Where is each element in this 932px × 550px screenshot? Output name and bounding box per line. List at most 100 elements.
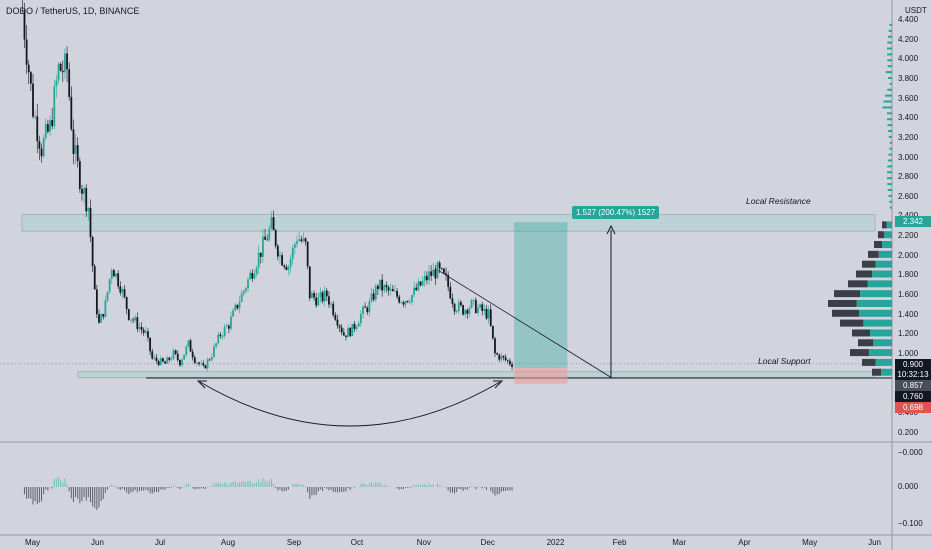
volume-profile-bar xyxy=(882,106,892,109)
price-tick-label: 3.800 xyxy=(898,73,919,83)
candle-body xyxy=(281,255,283,266)
time-tick-label: Sep xyxy=(286,538,302,547)
candle-body xyxy=(372,293,375,300)
candle-body xyxy=(187,340,190,347)
candle-body xyxy=(474,299,477,313)
candle-body xyxy=(509,360,511,365)
volume-profile-bar xyxy=(870,329,892,337)
candle-body xyxy=(279,255,281,257)
candle-body xyxy=(311,293,313,299)
candle-body xyxy=(457,302,460,312)
candle-body xyxy=(351,323,354,336)
candle-body xyxy=(217,334,220,344)
candle-body xyxy=(383,285,386,291)
volume-profile-bar xyxy=(882,221,887,229)
volume-profile-bar xyxy=(888,153,892,156)
volume-profile-bar xyxy=(886,221,892,229)
price-tick-label: 3.000 xyxy=(898,152,919,162)
price-tag: 2.342 xyxy=(895,216,931,227)
candle-body xyxy=(477,307,479,313)
candle-body xyxy=(106,291,109,301)
price-tick-label: 1.400 xyxy=(898,309,919,319)
candle-body xyxy=(323,290,326,302)
candle-body xyxy=(489,309,492,326)
volume-profile-bar xyxy=(850,349,869,357)
candle-body xyxy=(25,39,28,65)
candle-body xyxy=(215,343,217,347)
candle-body xyxy=(155,357,158,362)
local-support-label: Local Support xyxy=(758,356,811,366)
volume-profile-bar xyxy=(887,59,892,62)
volume-profile-bar xyxy=(888,130,892,133)
candle-body xyxy=(34,116,37,118)
candle-body xyxy=(59,63,62,71)
candle-body xyxy=(334,315,337,320)
candle-body xyxy=(342,332,345,336)
candle-body xyxy=(379,279,381,289)
candle-body xyxy=(213,346,215,358)
candle-body xyxy=(396,290,398,297)
candle-body xyxy=(115,273,117,277)
projection-arrowhead xyxy=(606,224,616,235)
candle-body xyxy=(268,228,271,240)
candle-body xyxy=(270,217,273,229)
candle-body xyxy=(159,358,162,366)
candle-body xyxy=(206,359,209,369)
candle-body xyxy=(21,10,24,11)
candle-body xyxy=(76,145,79,162)
candle-body xyxy=(104,300,107,317)
candle-body xyxy=(168,357,171,360)
candle-body xyxy=(108,278,111,292)
candle-body xyxy=(102,313,105,317)
volume-profile-bar xyxy=(872,270,892,278)
time-tick-label: 2022 xyxy=(546,538,565,547)
candle-body xyxy=(66,53,68,70)
candle-body xyxy=(95,289,98,315)
volume-profile-bar xyxy=(888,29,892,32)
volume-profile-bar xyxy=(828,299,857,307)
candle-body xyxy=(189,340,192,352)
rounding-bottom-arc xyxy=(199,381,501,427)
volume-profile-bar xyxy=(872,368,881,376)
candle-body xyxy=(78,161,81,189)
volume-profile-bar xyxy=(878,231,885,239)
candle-body xyxy=(451,298,454,304)
candle-body xyxy=(308,266,311,299)
candle-body xyxy=(259,252,262,257)
candle-body xyxy=(127,309,130,320)
candle-body xyxy=(251,272,254,279)
candle-body xyxy=(415,287,418,291)
candle-body xyxy=(266,239,269,241)
price-tick-label: 4.200 xyxy=(898,34,919,44)
candle-body xyxy=(100,313,103,323)
candle-body xyxy=(247,279,249,289)
candle-body xyxy=(483,308,486,311)
price-tag: 10:32:13 xyxy=(895,369,931,380)
candle-body xyxy=(68,69,71,97)
candle-body xyxy=(287,267,290,270)
volume-profile-bar xyxy=(888,194,892,197)
candle-body xyxy=(359,313,362,324)
candle-body xyxy=(98,314,100,323)
candle-body xyxy=(296,240,298,245)
volume-profile-bar xyxy=(887,124,892,127)
volume-profile-bar xyxy=(881,368,892,376)
candle-body xyxy=(381,279,384,291)
candle-body xyxy=(130,319,132,321)
candle-body xyxy=(304,238,307,242)
candle-body xyxy=(264,236,266,240)
candle-body xyxy=(249,272,252,280)
volume-profile-bar xyxy=(887,88,892,91)
time-tick-label: May xyxy=(802,538,818,547)
candle-body xyxy=(496,353,499,355)
volume-profile-bar xyxy=(889,82,892,85)
candle-body xyxy=(174,350,177,354)
candle-body xyxy=(498,354,501,360)
candle-body xyxy=(321,292,324,302)
candle-body xyxy=(149,337,151,352)
candle-body xyxy=(57,63,60,81)
candle-body xyxy=(55,80,58,87)
candle-body xyxy=(398,296,401,303)
candle-body xyxy=(153,357,156,359)
